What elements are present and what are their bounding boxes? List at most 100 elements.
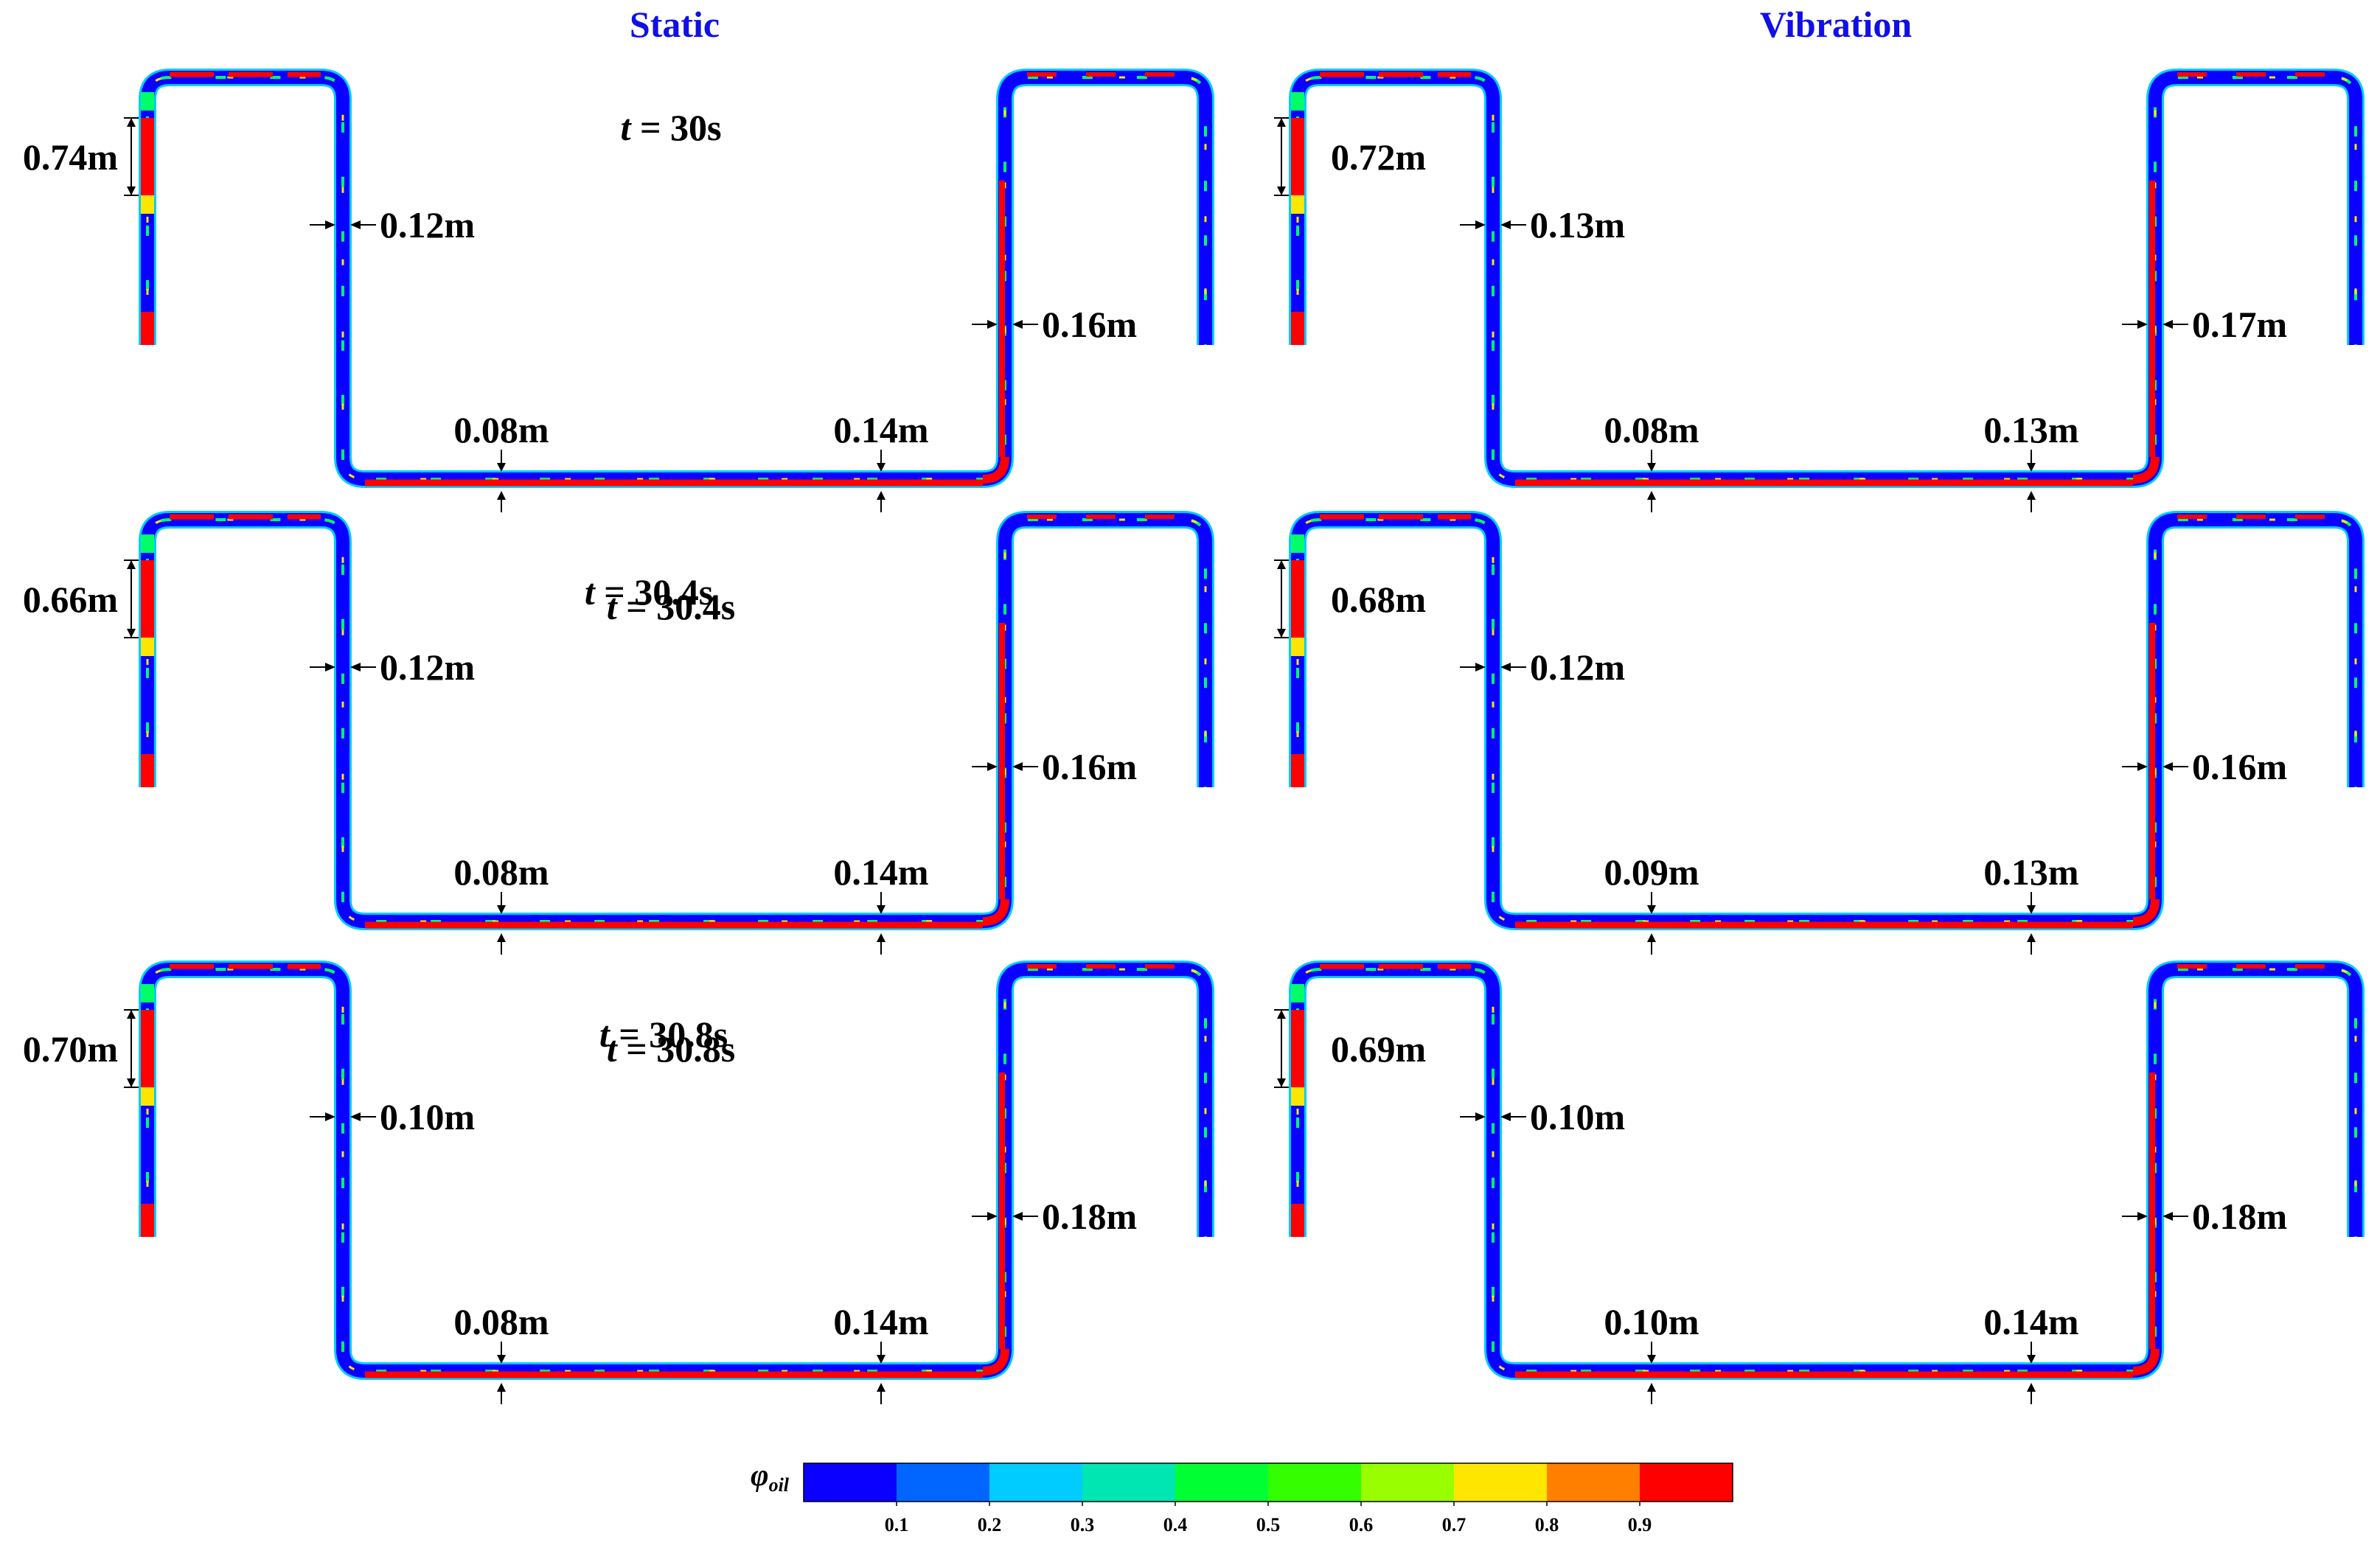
flow-panel: t = 30.4s 0.68m 0.12m 0.16m 0.09m 0.13m xyxy=(607,511,2365,955)
colorbar-tick-label: 0.8 xyxy=(1535,1514,1559,1535)
bottom-film-left-label: 0.08m xyxy=(453,1301,549,1342)
time-label: t = 30.8s xyxy=(599,1014,728,1055)
right-riser-film-label: 0.16m xyxy=(1042,304,1137,345)
colorbar-title: φoil xyxy=(751,1459,790,1496)
pipe-contour xyxy=(1289,511,2365,930)
time-symbol: t xyxy=(585,571,596,613)
colorbar-tick-label: 0.2 xyxy=(978,1514,1002,1535)
colorbar-tick-label: 0.3 xyxy=(1071,1514,1095,1535)
slug-length-label: 0.68m xyxy=(1331,579,1426,620)
bottom-film-left-label: 0.10m xyxy=(1604,1301,1699,1342)
riser-film-label: 0.10m xyxy=(1530,1096,1625,1137)
bottom-film-left-dimension: 0.08m xyxy=(453,409,549,512)
right-riser-film-dimension: 0.16m xyxy=(2122,746,2287,787)
pipe-contour xyxy=(139,69,1214,488)
bottom-film-right-dimension: 0.14m xyxy=(833,409,929,512)
phi-oil-colorbar: 0.1 0.2 0.3 0.4 0.5 0.6 0.7 0.8 0.9 φoil xyxy=(751,1459,1733,1535)
time-symbol: t xyxy=(621,107,633,148)
riser-film-dimension: 0.12m xyxy=(310,204,475,245)
slug-length-label: 0.72m xyxy=(1331,136,1426,178)
bottom-film-right-label: 0.14m xyxy=(833,851,928,893)
bottom-film-right-dimension: 0.14m xyxy=(833,851,929,955)
colorbar-swatch xyxy=(1547,1463,1640,1502)
riser-film-label: 0.12m xyxy=(380,204,475,245)
pipe-contour xyxy=(139,960,1214,1380)
right-riser-film-label: 0.16m xyxy=(2192,746,2287,787)
flow-panel: t = 30s 0.74m 0.12m 0.16m 0.08m 0.14m xyxy=(23,69,1214,512)
time-label: t = 30s xyxy=(621,107,722,148)
flow-panel: t = 30.8s 0.69m 0.10m 0.18m 0.10m 0.14m xyxy=(607,960,2365,1404)
bottom-film-left-dimension: 0.08m xyxy=(453,1301,549,1404)
bottom-film-right-label: 0.14m xyxy=(833,1301,928,1342)
colorbar-swatch xyxy=(804,1463,897,1502)
colorbar-swatch xyxy=(1640,1463,1733,1502)
slug-length-label: 0.70m xyxy=(23,1028,118,1070)
pipe-contour xyxy=(1289,960,2365,1380)
time-value: 30.8s xyxy=(649,1014,728,1055)
bottom-film-left-dimension: 0.09m xyxy=(1604,851,1699,955)
time-equals: = xyxy=(595,571,635,613)
time-symbol: t xyxy=(621,107,633,148)
bottom-film-left-label: 0.08m xyxy=(1604,409,1699,450)
bottom-film-left-dimension: 0.08m xyxy=(453,851,549,955)
right-riser-film-dimension: 0.18m xyxy=(2122,1196,2287,1237)
bottom-film-right-dimension: 0.13m xyxy=(1983,851,2079,955)
time-value: 30s xyxy=(670,107,721,148)
riser-film-dimension: 0.10m xyxy=(310,1096,475,1137)
bottom-film-right-label: 0.14m xyxy=(833,409,928,450)
colorbar-swatch xyxy=(1454,1463,1548,1502)
slug-length-label: 0.69m xyxy=(1331,1028,1426,1070)
slug-length-label: 0.74m xyxy=(23,136,118,178)
slug-length-dimension: 0.70m xyxy=(23,1009,139,1088)
right-riser-film-label: 0.18m xyxy=(1042,1196,1137,1237)
time-label: t = 30s xyxy=(621,107,722,148)
bottom-film-left-dimension: 0.08m xyxy=(1604,409,1699,512)
time-equals: = xyxy=(630,107,670,148)
colorbar-tick-label: 0.5 xyxy=(1256,1514,1281,1535)
bottom-film-left-label: 0.08m xyxy=(453,409,549,450)
time-value: 30.8s xyxy=(656,1028,735,1070)
colorbar-subscript: oil xyxy=(769,1474,790,1496)
time-symbol: t xyxy=(599,1014,611,1055)
colorbar-swatch xyxy=(1361,1463,1455,1502)
time-equals: = xyxy=(617,586,657,627)
colorbar-tick-label: 0.1 xyxy=(885,1514,909,1535)
colorbar-symbol: φ xyxy=(751,1459,769,1493)
time-label: t = 30.8s xyxy=(607,1028,735,1070)
flow-panel: t = 30s 0.72m 0.13m 0.17m 0.08m 0.13m xyxy=(621,69,2365,512)
bottom-film-right-label: 0.13m xyxy=(1983,851,2078,893)
slug-length-dimension: 0.72m xyxy=(1274,117,1426,196)
time-symbol: t xyxy=(607,586,619,627)
time-equals: = xyxy=(610,1014,650,1055)
slug-length-dimension: 0.69m xyxy=(1274,1009,1426,1088)
colorbar-tick-label: 0.6 xyxy=(1349,1514,1374,1535)
colorbar-swatch xyxy=(897,1463,990,1502)
right-riser-film-dimension: 0.17m xyxy=(2122,304,2287,345)
bottom-film-left-label: 0.08m xyxy=(453,851,549,893)
riser-film-dimension: 0.10m xyxy=(1460,1096,1625,1137)
pipe-contour xyxy=(1289,69,2365,488)
bottom-film-right-dimension: 0.14m xyxy=(1983,1301,2079,1404)
riser-film-label: 0.12m xyxy=(1530,646,1625,688)
time-equals: = xyxy=(630,107,670,148)
flow-panel: t = 30.8s 0.70m 0.10m 0.18m 0.08m 0.14m xyxy=(23,960,1214,1404)
riser-film-dimension: 0.12m xyxy=(310,646,475,688)
time-equals: = xyxy=(617,1028,657,1070)
colorbar-tick-label: 0.4 xyxy=(1163,1514,1188,1535)
bottom-film-left-dimension: 0.10m xyxy=(1604,1301,1699,1404)
colorbar-swatch xyxy=(989,1463,1083,1502)
right-riser-film-label: 0.18m xyxy=(2192,1196,2287,1237)
bottom-film-left-label: 0.09m xyxy=(1604,851,1699,893)
bottom-film-right-label: 0.13m xyxy=(1983,409,2078,450)
colorbar-tick-label: 0.7 xyxy=(1442,1514,1466,1535)
slug-length-dimension: 0.68m xyxy=(1274,559,1426,638)
colorbar-tick-label: 0.9 xyxy=(1628,1514,1652,1535)
column-title-static: Static xyxy=(630,4,720,45)
pipe-contour xyxy=(139,511,1214,930)
bottom-film-right-dimension: 0.14m xyxy=(833,1301,929,1404)
time-value: 30s xyxy=(670,107,721,148)
bottom-film-right-label: 0.14m xyxy=(1983,1301,2078,1342)
colorbar-swatch xyxy=(1082,1463,1176,1502)
riser-film-dimension: 0.12m xyxy=(1460,646,1625,688)
